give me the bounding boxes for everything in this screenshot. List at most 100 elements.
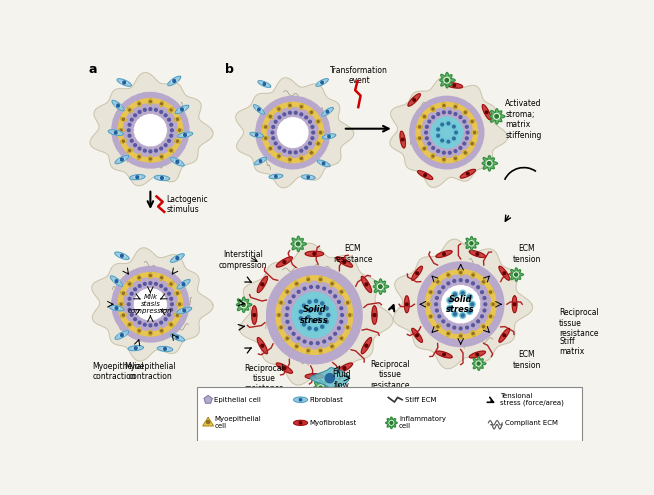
Text: Inflammatory
cell: Inflammatory cell xyxy=(399,416,446,429)
Polygon shape xyxy=(177,128,182,132)
Circle shape xyxy=(160,285,163,288)
Polygon shape xyxy=(135,107,143,117)
Circle shape xyxy=(241,302,247,307)
Circle shape xyxy=(416,272,419,275)
Circle shape xyxy=(154,108,158,111)
Ellipse shape xyxy=(305,176,311,178)
Circle shape xyxy=(120,158,123,161)
Circle shape xyxy=(325,312,332,318)
Circle shape xyxy=(432,108,434,110)
Circle shape xyxy=(120,303,122,305)
Circle shape xyxy=(455,106,456,108)
Polygon shape xyxy=(436,351,452,358)
Polygon shape xyxy=(115,331,129,340)
Polygon shape xyxy=(322,107,334,116)
Circle shape xyxy=(182,283,185,286)
Text: Interstitial
compression: Interstitial compression xyxy=(218,250,267,270)
Polygon shape xyxy=(294,281,299,287)
Circle shape xyxy=(423,115,425,118)
Ellipse shape xyxy=(273,176,279,177)
Text: ECM
tension: ECM tension xyxy=(513,350,541,370)
Polygon shape xyxy=(126,311,137,319)
Circle shape xyxy=(430,315,432,317)
Polygon shape xyxy=(307,123,317,130)
Polygon shape xyxy=(271,117,281,126)
Polygon shape xyxy=(177,302,182,306)
Circle shape xyxy=(288,151,291,154)
Circle shape xyxy=(328,135,330,138)
Circle shape xyxy=(477,320,479,323)
Text: Fibroblast: Fibroblast xyxy=(310,396,343,403)
Circle shape xyxy=(437,149,439,152)
Polygon shape xyxy=(280,109,288,119)
Circle shape xyxy=(263,83,266,85)
Circle shape xyxy=(167,313,171,316)
Polygon shape xyxy=(269,135,278,142)
Polygon shape xyxy=(446,331,451,337)
Circle shape xyxy=(455,131,457,134)
Polygon shape xyxy=(276,363,292,373)
Circle shape xyxy=(307,279,309,281)
Polygon shape xyxy=(175,139,181,144)
Circle shape xyxy=(318,318,320,321)
Polygon shape xyxy=(286,108,292,117)
Circle shape xyxy=(315,299,318,302)
Polygon shape xyxy=(175,313,181,317)
Polygon shape xyxy=(115,155,129,164)
Circle shape xyxy=(138,277,140,279)
Circle shape xyxy=(443,158,445,160)
Circle shape xyxy=(294,111,297,114)
Polygon shape xyxy=(438,282,448,292)
Polygon shape xyxy=(284,336,290,341)
Circle shape xyxy=(317,286,319,289)
Polygon shape xyxy=(477,287,487,297)
Circle shape xyxy=(154,283,158,285)
Circle shape xyxy=(128,308,131,311)
Text: Fluid
flow: Fluid flow xyxy=(332,370,351,390)
Polygon shape xyxy=(432,301,441,307)
Circle shape xyxy=(274,120,277,123)
Polygon shape xyxy=(458,270,462,276)
Circle shape xyxy=(317,342,319,345)
Polygon shape xyxy=(347,313,353,317)
Circle shape xyxy=(300,398,301,401)
Polygon shape xyxy=(288,329,299,339)
Polygon shape xyxy=(490,109,505,124)
Polygon shape xyxy=(499,328,509,343)
Circle shape xyxy=(341,337,343,339)
Circle shape xyxy=(134,144,137,147)
Polygon shape xyxy=(171,254,184,262)
Polygon shape xyxy=(127,148,132,153)
Circle shape xyxy=(303,287,306,290)
Circle shape xyxy=(459,116,462,118)
Circle shape xyxy=(115,307,118,309)
Polygon shape xyxy=(460,140,469,148)
Circle shape xyxy=(513,272,519,277)
Polygon shape xyxy=(300,336,309,347)
Circle shape xyxy=(430,291,432,293)
Circle shape xyxy=(149,275,151,277)
Circle shape xyxy=(325,307,328,310)
Circle shape xyxy=(379,285,382,288)
Polygon shape xyxy=(447,108,453,116)
Text: Solid
stress: Solid stress xyxy=(300,305,329,325)
Circle shape xyxy=(272,126,275,128)
Circle shape xyxy=(309,286,313,289)
Circle shape xyxy=(473,132,475,134)
Polygon shape xyxy=(314,380,329,396)
Circle shape xyxy=(161,103,163,105)
Circle shape xyxy=(469,241,474,246)
Circle shape xyxy=(453,280,456,282)
Circle shape xyxy=(134,288,137,291)
Polygon shape xyxy=(282,312,292,318)
Polygon shape xyxy=(456,112,465,121)
Circle shape xyxy=(343,367,346,369)
Polygon shape xyxy=(345,300,351,305)
Polygon shape xyxy=(422,130,430,135)
Ellipse shape xyxy=(171,80,177,82)
Polygon shape xyxy=(481,324,486,329)
Circle shape xyxy=(128,297,131,300)
Polygon shape xyxy=(284,324,295,333)
Polygon shape xyxy=(334,324,345,333)
Circle shape xyxy=(447,305,453,311)
